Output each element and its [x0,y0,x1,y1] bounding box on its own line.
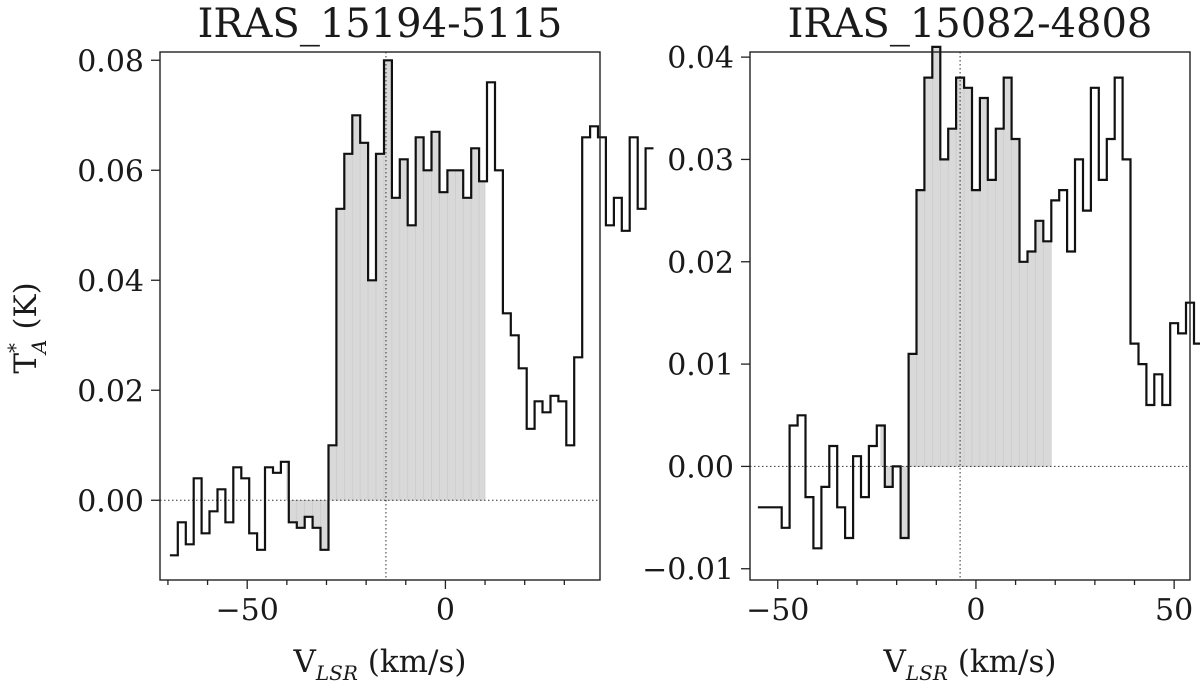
shaded-bin [884,466,894,488]
shaded-bin [963,87,973,467]
shaded-bin [296,499,305,529]
x-tick-label: −50 [746,593,809,628]
shaded-bin [1043,241,1052,467]
shaded-bin [455,169,464,501]
shaded-bin [939,159,949,467]
axes-frame [159,51,601,581]
shaded-bin [1019,261,1028,467]
shaded-bin [431,131,440,501]
y-axis-label: T*A (K) [3,282,51,373]
y-tick-label: 0.00 [667,450,734,485]
shaded-bin [423,169,432,501]
shaded-bin [470,147,480,501]
shaded-bin [995,128,1004,467]
y-tick-label: −0.01 [642,553,734,588]
panel-left-x-axis-label: VLSR (km/s) [292,644,466,682]
shaded-bin [312,499,321,529]
shaded-bin [344,153,353,501]
panel-right: IRAS_15082-4808 −50 0 50 −0.01 0.00 0.01 0.02 0… [642,1,1200,682]
shaded-bin [924,77,933,467]
spectrum-line [757,45,1200,550]
shaded-bin [462,197,472,501]
shaded-bin [304,499,313,518]
axes-frame [749,51,1191,581]
y-tick-label: 0.08 [77,44,144,79]
x-tick-label: 50 [1155,593,1193,628]
y-tick-label: 0.00 [77,484,144,519]
shaded-bin [336,208,345,501]
panel-left-title: IRAS_15194-5115 [198,1,563,47]
shaded-bin [407,224,416,501]
x-tick-label: 0 [436,593,455,628]
shaded-bin [399,158,409,501]
panel-right-plot: −50 0 50 −0.01 0.00 0.01 0.02 0.03 0.04 [642,41,1200,628]
shaded-bin [439,191,448,501]
shaded-bin [351,114,361,501]
shaded-bin [367,279,377,501]
x-tick-label: −50 [216,593,279,628]
shaded-bin [447,169,456,501]
shaded-bin [1011,138,1020,467]
y-tick-label: 0.04 [667,41,734,76]
shaded-bin [979,97,989,467]
y-tick-label: 0.02 [77,374,144,409]
panel-right-title: IRAS_15082-4808 [788,1,1153,47]
shaded-bin [900,466,909,539]
shaded-bin [908,353,917,467]
shaded-bin [391,197,401,501]
shaded-bin [478,180,486,501]
shaded-bin [375,153,385,501]
shaded-bin [987,179,997,467]
shaded-bin [383,59,393,501]
y-tick-label: 0.02 [667,246,734,281]
shaded-bin [1003,77,1012,467]
panel-right-x-axis-label: VLSR (km/s) [882,644,1056,682]
y-tick-label: 0.06 [77,154,144,189]
x-tick-label: 0 [966,593,985,628]
shaded-bin [971,189,981,467]
shaded-bin [947,128,957,467]
shaded-bin [1027,251,1036,467]
shaded-bin [916,189,925,467]
shaded-bin [359,142,369,501]
shaded-bin [415,136,424,501]
shaded-bin [288,499,298,523]
shaded-bin [1035,220,1044,467]
spectrum-line [169,59,654,557]
shaded-bin [328,444,337,501]
shaded-bin [320,499,329,551]
y-tick-label: 0.04 [77,264,144,299]
panel-left-plot: −50 0 0.00 0.02 0.04 0.06 0.08 [77,44,654,628]
y-tick-label: 0.01 [667,348,734,383]
panel-left: IRAS_15194-5115 −50 0 0.00 0.02 0.04 0.06 0.08… [77,1,654,682]
shaded-bin [932,46,941,467]
y-tick-label: 0.03 [667,143,734,178]
